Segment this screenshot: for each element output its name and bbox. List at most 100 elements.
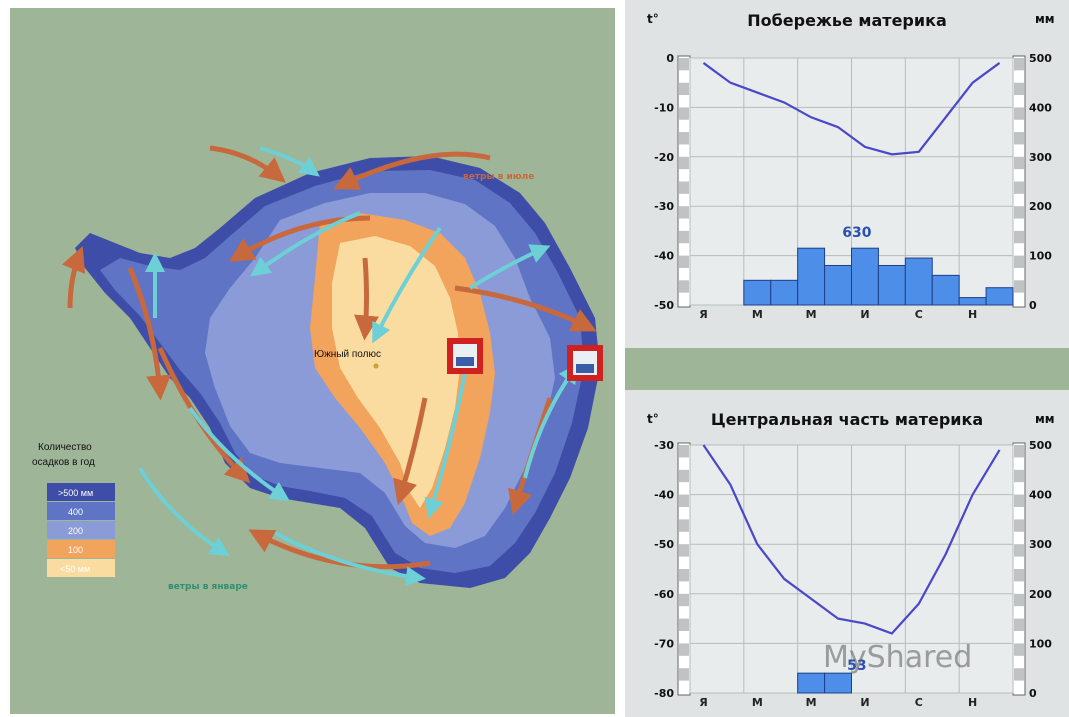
chart-right-axis-unit: мм	[1035, 412, 1055, 426]
chart-left-axis-unit: t°	[647, 12, 659, 26]
right-tick-label: 400	[1029, 489, 1052, 502]
station-marker-central[interactable]	[447, 338, 483, 374]
month-label: М	[752, 696, 763, 709]
month-label: И	[860, 696, 869, 709]
left-tick-label: -50	[654, 538, 674, 551]
month-label: М	[752, 308, 763, 321]
ruler-segment	[1014, 643, 1024, 656]
right-tick-label: 500	[1029, 52, 1052, 65]
ruler-segment	[1014, 494, 1024, 507]
ruler-segment	[679, 230, 689, 244]
precipitation-bar	[958, 297, 987, 306]
watermark: MyShared	[823, 640, 973, 675]
wind-july-arrow	[127, 267, 172, 401]
month-label: Я	[699, 308, 707, 321]
left-tick-label: -40	[654, 489, 674, 502]
ruler-segment	[679, 569, 689, 582]
ruler-segment	[679, 445, 689, 458]
chart-right-axis-unit: мм	[1035, 12, 1055, 26]
temperature-line	[702, 62, 1001, 156]
month-label: И	[860, 308, 869, 321]
precipitation-bar	[743, 279, 772, 306]
left-tick-label: -40	[654, 250, 674, 263]
ruler-segment	[679, 494, 689, 507]
south-pole-label: Южный полюс	[314, 349, 381, 360]
ruler-segment	[1014, 181, 1024, 194]
left-tick-label: -30	[654, 200, 674, 213]
legend-title-line1: Количество	[38, 442, 92, 453]
ruler-segment	[1014, 668, 1024, 681]
precipitation-bar	[851, 247, 879, 306]
ruler-segment	[1014, 107, 1024, 120]
ruler-segment	[1014, 132, 1024, 145]
ruler-segment	[679, 643, 689, 656]
antarctica-precipitation-map: Южный полюс ветры в июле ветры в январе …	[10, 8, 615, 714]
left-tick-label: -70	[654, 637, 674, 650]
wind-january-arrow	[468, 244, 551, 290]
ruler-segment	[1014, 206, 1024, 219]
ruler-segment	[679, 206, 689, 219]
wind-january-arrow	[188, 406, 290, 502]
right-tick-label: 100	[1029, 250, 1052, 263]
legend-title-line2: осадков в год	[32, 457, 95, 468]
temperature-line	[702, 444, 1001, 635]
ruler-segment	[1014, 618, 1024, 631]
precipitation-total-label: 53	[847, 658, 866, 674]
ruler-segment	[1014, 519, 1024, 532]
wind-july-arrow	[454, 285, 597, 332]
right-tick-label: 300	[1029, 151, 1052, 164]
ruler-segment	[679, 255, 689, 268]
ruler-segment	[679, 519, 689, 532]
left-tick-label: -60	[654, 588, 674, 601]
legend-label-50: <50 мм	[60, 564, 90, 574]
wind-january-arrow	[259, 146, 320, 177]
ruler-segment	[679, 82, 689, 96]
month-label: С	[915, 696, 923, 709]
right-tick-label: 400	[1029, 101, 1052, 114]
ruler-segment	[1014, 445, 1024, 458]
wind-january-arrow	[274, 531, 426, 587]
ruler-segment	[679, 544, 689, 557]
wind-january-arrow	[138, 466, 231, 557]
ruler-segment	[679, 618, 689, 631]
precipitation-legend: Количество осадков в год >500 мм 400 200…	[32, 442, 115, 577]
precipitation-bar	[824, 672, 852, 694]
south-pole-marker	[373, 363, 379, 369]
precipitation-total-label: 630	[842, 225, 871, 241]
precipitation-bar	[904, 257, 933, 306]
legend-label-500: >500 мм	[58, 488, 93, 498]
ruler-segment	[1014, 58, 1024, 71]
legend-label-200: 200	[68, 526, 83, 536]
ruler-segment	[1014, 593, 1024, 607]
precipitation-bar	[877, 264, 906, 306]
precipitation-bar	[797, 672, 826, 694]
wind-july-arrow	[209, 145, 286, 183]
left-tick-label: -50	[654, 299, 674, 312]
wind-july-arrow	[354, 257, 379, 341]
ruler-segment	[679, 181, 689, 194]
ruler-segment	[1014, 255, 1024, 268]
station-marker-coast[interactable]	[567, 345, 603, 381]
ruler-segment	[679, 107, 689, 120]
legend-swatch-50	[47, 559, 115, 577]
legend-label-100: 100	[68, 545, 83, 555]
left-tick-label: -30	[654, 439, 674, 452]
month-label: М	[806, 308, 817, 321]
climatogram-central-svg: t° Центральная часть материка мм -30 -40 -…	[647, 410, 1055, 709]
right-tick-label: 500	[1029, 439, 1052, 452]
right-tick-label: 200	[1029, 200, 1052, 213]
ruler-segment	[1014, 156, 1024, 170]
right-tick-label: 0	[1029, 299, 1037, 312]
chart-title: Побережье материка	[747, 11, 947, 30]
ruler-segment	[1014, 230, 1024, 244]
precipitation-bar	[985, 287, 1014, 306]
ruler-segment	[679, 593, 689, 607]
legend-swatch-200	[47, 521, 115, 539]
wind-july-arrow	[333, 151, 491, 190]
ruler-segment	[1014, 82, 1024, 96]
ruler-segment	[679, 156, 689, 170]
map-svg: Южный полюс ветры в июле ветры в январе …	[32, 145, 603, 592]
precipitation-bar	[770, 279, 799, 306]
climatogram-coast: t° Побережье материка мм 0 -10 -20 -30 -40 -5…	[625, 0, 1069, 348]
